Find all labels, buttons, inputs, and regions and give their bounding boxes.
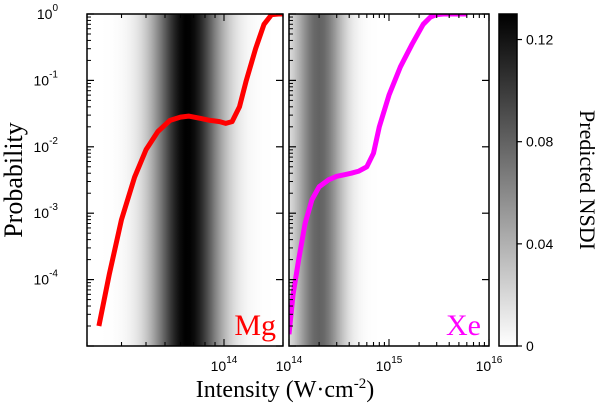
mg-plot-frame <box>86 13 284 347</box>
mg-x-ticks: 1014 <box>86 14 284 374</box>
mg-probability-line <box>96 14 283 327</box>
colorbar-label: Predicted NSDI <box>575 110 595 250</box>
xe-nsdi-background <box>289 14 489 346</box>
x-tick-label: 1016 <box>476 355 503 374</box>
y-tick-labels: 100 10-1 10-2 10-3 10-4 <box>34 3 59 288</box>
x-axis-title-tail: ) <box>366 377 374 403</box>
y-tick-label: 10-1 <box>34 69 59 88</box>
y-tick-label: 100 <box>37 3 59 22</box>
x-axis-title-exp: -2 <box>354 376 367 392</box>
colorbar-ramp <box>498 13 518 347</box>
colorbar-tick-label: 0.12 <box>526 32 553 48</box>
colorbar-ticks: 0.12 0.08 0.04 0 <box>517 32 553 354</box>
colorbar: 0.12 0.08 0.04 0 Predicted NSDI <box>498 13 595 354</box>
colorbar-tick-label: 0.04 <box>526 236 553 252</box>
y-tick-label: 10-2 <box>34 136 59 155</box>
y-tick-label: 10-4 <box>34 269 59 288</box>
xe-panel-label: Xe <box>446 309 481 342</box>
xe-x-ticks: 1014 1015 1016 <box>276 14 503 374</box>
y-tick-label: 10-3 <box>34 202 59 221</box>
colorbar-tick-label: 0 <box>526 338 534 354</box>
panel-xe: 1014 1015 1016 Xe <box>276 13 503 374</box>
colorbar-tick-label: 0.08 <box>526 134 553 150</box>
x-tick-label: 1014 <box>276 355 303 374</box>
mg-y-ticks <box>87 13 283 347</box>
y-axis-title: Probability <box>0 122 28 238</box>
panel-mg: 1014 Mg <box>86 13 284 374</box>
x-axis-title-main: Intensity (W·cm <box>196 377 354 403</box>
mg-panel-label: Mg <box>234 309 276 342</box>
x-axis-title: Intensity (W·cm-2) <box>196 376 374 403</box>
x-tick-label: 1015 <box>376 355 403 374</box>
xe-y-ticks <box>289 13 489 347</box>
x-tick-label: 1014 <box>211 355 238 374</box>
xe-probability-line <box>289 14 467 335</box>
